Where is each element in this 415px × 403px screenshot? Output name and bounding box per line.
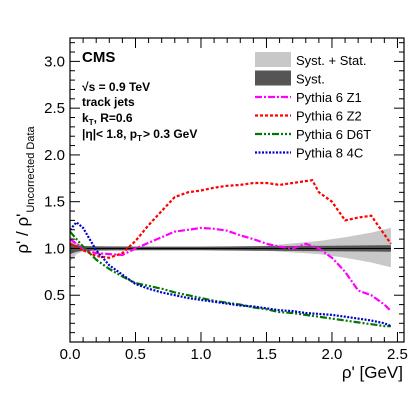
legend-label: Pythia 6 Z2	[296, 109, 362, 124]
y-tick-label: 1.0	[44, 240, 65, 257]
experiment-label: CMS	[82, 49, 115, 66]
legend-label: Pythia 8 4C	[296, 146, 363, 161]
jet-type-annotation: track jets	[82, 95, 135, 109]
cuts-annotation: |η|< 1.8, pT> 0.3 GeV	[82, 127, 197, 143]
x-tick-label: 2.5	[387, 346, 408, 363]
series-line-0	[70, 226, 392, 312]
legend-item-band-1: Syst.	[255, 70, 325, 87]
legend-item-series-0: Pythia 6 Z1	[255, 90, 362, 105]
legend-item-series-2: Pythia 6 D6T	[255, 127, 371, 142]
x-tick-labels: 0.0 0.5 1.0 1.5 2.0 2.5	[60, 346, 408, 363]
svg-text:ρ' / ρ'Uncorrected Data: ρ' / ρ'Uncorrected Data	[13, 126, 37, 254]
y-tick-label: 2.5	[44, 100, 65, 117]
legend-label: Pythia 6 D6T	[296, 127, 371, 142]
legend-label: Pythia 6 Z1	[296, 90, 362, 105]
legend-swatch	[255, 70, 291, 86]
algorithm-annotation: kT, R=0.6	[82, 111, 133, 127]
x-tick-label: 2.0	[322, 346, 343, 363]
legend-item-series-3: Pythia 8 4C	[255, 146, 363, 161]
y-axis-label: ρ' / ρ'	[13, 214, 32, 254]
series-line-1	[70, 179, 392, 259]
legend: Syst. + Stat. Syst. Pythia 6 Z1 Pythia 6 Z2…	[255, 52, 371, 161]
y-tick-label: 1.5	[44, 194, 65, 211]
x-tick-label: 1.0	[191, 346, 212, 363]
y-tick-label: 3.0	[44, 53, 65, 70]
legend-label: Syst.	[296, 72, 325, 87]
legend-label: Syst. + Stat.	[296, 53, 366, 68]
model-curves	[70, 179, 392, 328]
legend-swatch	[255, 52, 291, 67]
series-line-3	[70, 220, 392, 328]
y-tick-label: 0.5	[44, 287, 65, 304]
x-tick-label: 0.0	[60, 346, 81, 363]
energy-annotation: √s = 0.9 TeV	[82, 80, 150, 94]
y-axis-label-group: ρ' / ρ'Uncorrected Data	[13, 126, 37, 254]
plot-frame	[69, 37, 405, 343]
x-tick-label: 1.5	[256, 346, 277, 363]
legend-item-band-0: Syst. + Stat.	[255, 52, 366, 68]
y-axis-label-subscript: Uncorrected Data	[25, 126, 37, 213]
x-tick-label: 0.5	[125, 346, 146, 363]
axis-ticks	[69, 38, 404, 342]
y-tick-labels: 0.5 1.0 1.5 2.0 2.5 3.0	[44, 53, 65, 304]
x-axis-label: ρ' [GeV]	[342, 363, 403, 382]
y-tick-label: 2.0	[44, 147, 65, 164]
legend-item-series-1: Pythia 6 Z2	[255, 109, 362, 124]
